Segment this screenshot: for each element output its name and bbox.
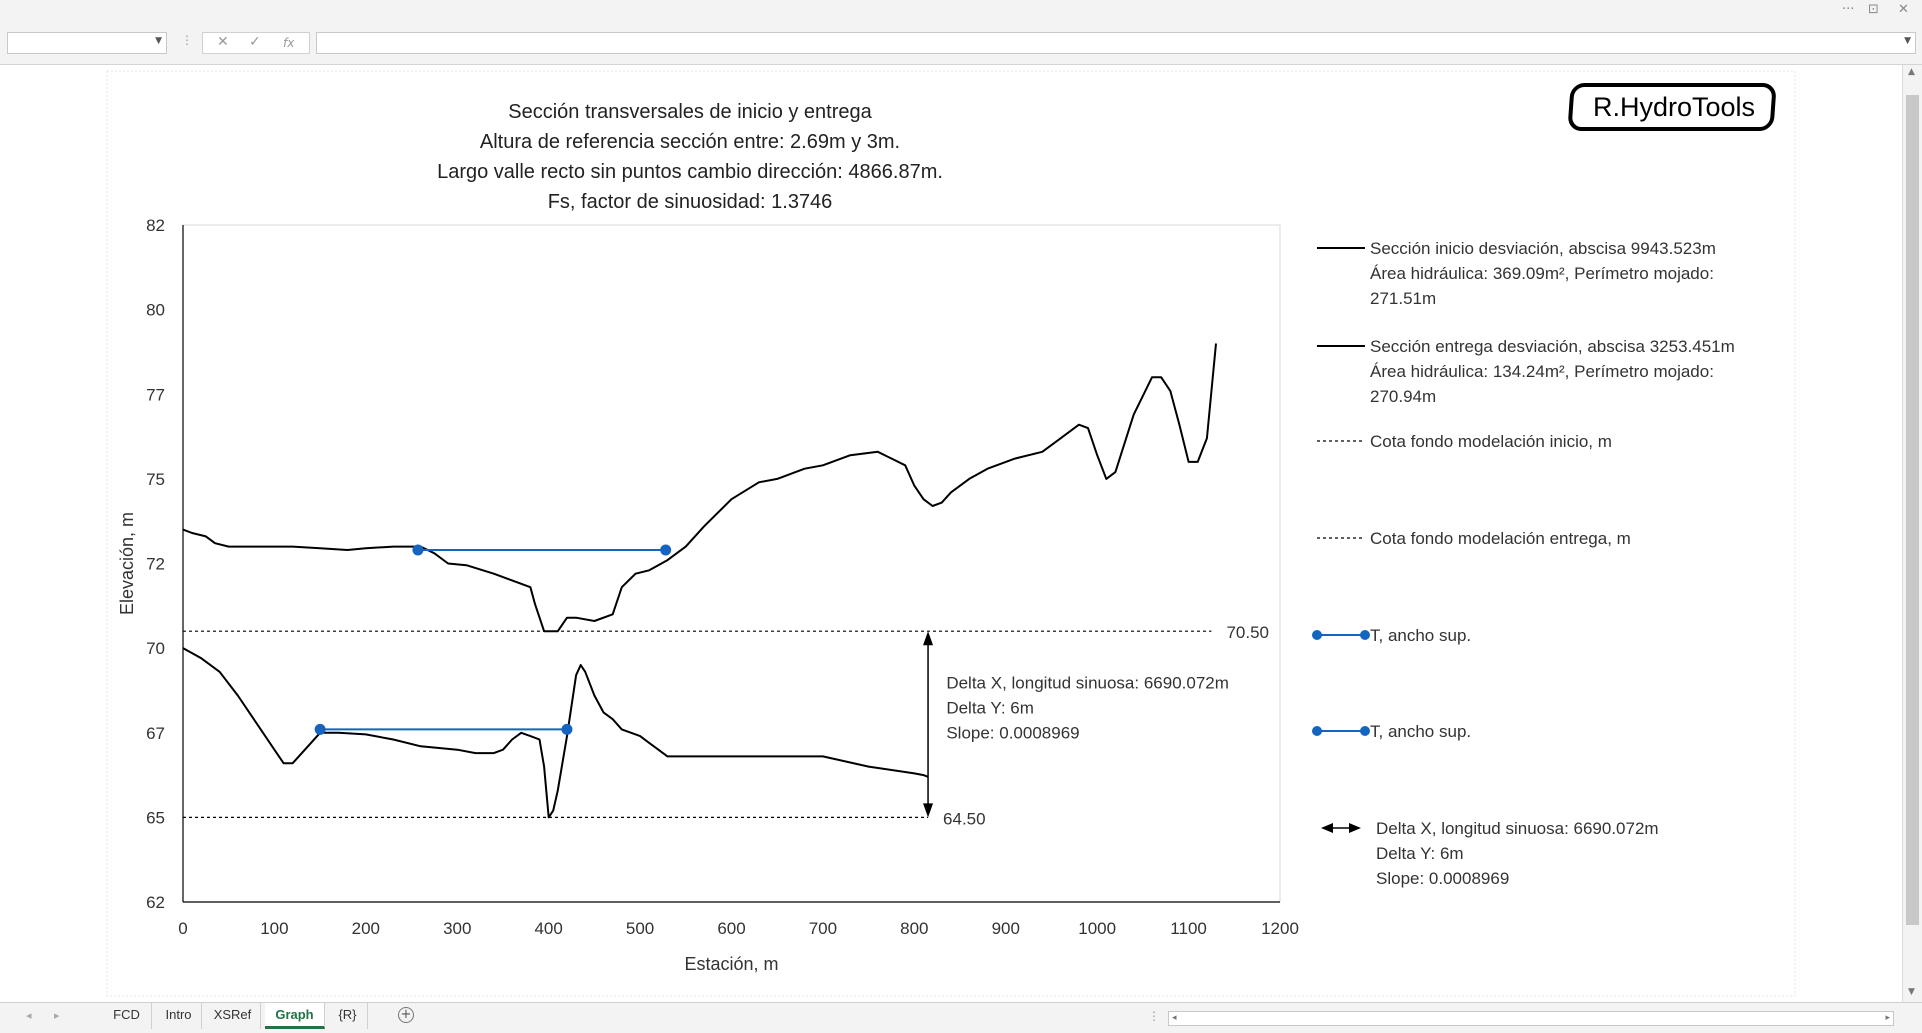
legend-entry-text: Slope: 0.0008969 [1376,869,1509,888]
sheet-tab-fcd[interactable]: FCD [102,1003,152,1029]
x-tick-label: 300 [443,919,471,938]
dashed-line-end-label: 64.50 [943,809,986,828]
sheet-tab-intro[interactable]: Intro [156,1003,202,1029]
top-width-marker [314,723,326,735]
x-tick-label: 400 [534,919,562,938]
legend-entry-text: T, ancho sup. [1370,626,1471,645]
x-tick-label: 1000 [1078,919,1116,938]
scroll-up-icon[interactable]: ▲ [1908,67,1915,77]
restore-window-icon[interactable]: ⊡ [1868,2,1879,17]
y-tick-label: 67 [146,724,165,743]
logo-text: R.HydroTools [1593,92,1755,122]
formula-bar: ▼ ⋮ ✕ ✓ fx ▼ [0,22,1922,65]
x-tick-label: 800 [900,919,928,938]
legend-entry-text: Cota fondo modelación entrega, m [1370,529,1631,548]
chevron-down-icon[interactable]: ▼ [155,36,162,46]
sheet-tab-xsref[interactable]: XSRef [205,1003,261,1029]
close-window-icon[interactable]: ✕ [1898,2,1909,17]
chart-title-line: Fs, factor de sinuosidad: 1.3746 [548,191,833,213]
series-line-1 [182,647,929,819]
prev-sheet-icon[interactable]: ◂ [26,1009,32,1022]
x-tick-label: 700 [809,919,837,938]
more-options-icon[interactable]: ··· [1842,2,1855,17]
delta-annotation-line: Delta X, longitud sinuosa: 6690.072m [946,674,1229,693]
scroll-down-icon[interactable]: ▼ [1908,987,1915,997]
top-width-marker [412,544,424,556]
vertical-scrollbar[interactable]: ▲ ▼ [1902,65,1922,1002]
legend-entry-text: T, ancho sup. [1370,722,1471,741]
x-tick-label: 1100 [1170,919,1207,938]
expand-formula-icon[interactable]: ▼ [1904,36,1911,46]
legend-entry-text: Sección inicio desviación, abscisa 9943.… [1370,239,1716,258]
logo: R.HydroTools [1568,83,1776,131]
legend-entry-text: 270.94m [1370,387,1436,406]
cancel-icon[interactable]: ✕ [217,34,229,50]
x-tick-label: 500 [626,919,654,938]
legend-marker [1312,630,1322,640]
legend-entry-text: Sección entrega desviación, abscisa 3253… [1370,337,1735,356]
x-tick-label: 200 [352,919,380,938]
dashed-line-end-label: 70.50 [1226,623,1269,642]
legend-entry-text: Cota fondo modelación inicio, m [1370,432,1612,451]
legend-arrow-head [1321,823,1333,833]
x-tick-label: 600 [717,919,745,938]
title-bar: ··· ⊡ ✕ [0,0,1922,22]
chart-title-line: Altura de referencia sección entre: 2.69… [480,131,900,153]
sheet-tab-bar: ◂ ▸ FCD Intro XSRef Graph {R} + ⋮ ◂ ▸ [0,1002,1922,1033]
y-axis-label: Elevación, m [117,512,137,615]
insert-function-icon[interactable]: fx [283,36,295,50]
next-sheet-icon[interactable]: ▸ [54,1009,60,1022]
delta-annotation-line: Delta Y: 6m [946,699,1034,718]
y-tick-label: 72 [146,555,165,574]
legend-entry-text: Área hidráulica: 134.24m², Perímetro moj… [1370,362,1714,381]
formula-buttons: ✕ ✓ fx [202,32,310,54]
horizontal-scrollbar[interactable]: ◂ ▸ [1168,1011,1894,1026]
chart-title-line: Largo valle recto sin puntos cambio dire… [437,161,943,183]
delta-annotation-line: Slope: 0.0008969 [946,724,1079,743]
x-tick-label: 1200 [1261,919,1299,938]
worksheet-area: Sección transversales de inicio y entreg… [0,65,1902,1002]
legend-marker [1360,630,1370,640]
y-tick-label: 75 [146,470,165,489]
y-tick-label: 82 [146,216,165,235]
add-sheet-icon[interactable]: + [398,1007,414,1023]
y-tick-label: 80 [146,301,165,320]
sheet-tab-r[interactable]: {R} [328,1003,368,1029]
x-tick-label: 100 [260,919,288,938]
legend-entry-text: 271.51m [1370,289,1436,308]
y-tick-label: 77 [146,385,165,404]
y-tick-label: 62 [146,893,165,912]
legend-marker [1312,726,1322,736]
series-line-0 [182,343,1217,633]
delta-arrow-head-up [923,631,934,646]
y-tick-label: 70 [146,639,165,658]
x-axis-label: Estación, m [684,954,778,974]
vertical-scroll-thumb[interactable] [1906,95,1919,925]
chart-title-line: Sección transversales de inicio y entreg… [508,101,872,123]
x-tick-label: 0 [178,919,187,938]
delta-arrow-head-down [923,803,934,818]
formula-input[interactable]: ▼ [316,32,1916,54]
scroll-left-icon[interactable]: ◂ [1172,1013,1177,1023]
legend-entry-text: Delta X, longitud sinuosa: 6690.072m [1376,819,1659,838]
scroll-right-icon[interactable]: ▸ [1885,1013,1890,1023]
chart[interactable]: Sección transversales de inicio y entreg… [0,65,1902,1002]
top-width-marker [561,723,573,735]
legend-entry-text: Delta Y: 6m [1376,844,1464,863]
sheet-tab-graph[interactable]: Graph [265,1003,325,1029]
tab-split-grip-icon[interactable]: ⋮ [1148,1009,1160,1023]
legend-marker [1360,726,1370,736]
formula-bar-grip-icon: ⋮ [181,33,193,47]
x-tick-label: 900 [992,919,1020,938]
y-tick-label: 65 [146,808,165,827]
enter-icon[interactable]: ✓ [249,34,261,50]
name-box[interactable]: ▼ [7,32,167,54]
top-width-marker [660,544,672,556]
legend-entry-text: Área hidráulica: 369.09m², Perímetro moj… [1370,264,1714,283]
legend-arrow-head [1349,823,1361,833]
